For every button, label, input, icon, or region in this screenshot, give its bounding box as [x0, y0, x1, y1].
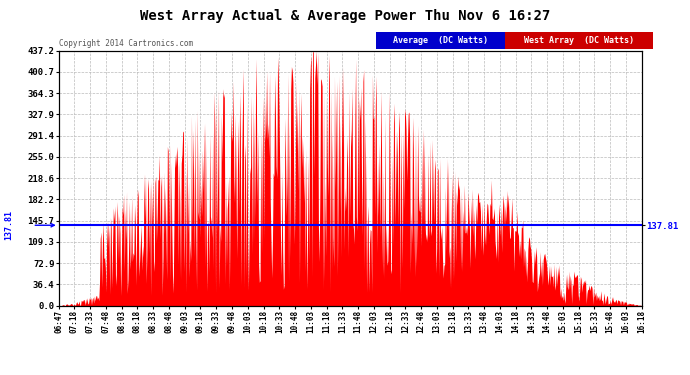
- Text: Copyright 2014 Cartronics.com: Copyright 2014 Cartronics.com: [59, 39, 193, 48]
- FancyBboxPatch shape: [504, 32, 653, 50]
- FancyBboxPatch shape: [377, 32, 504, 50]
- Text: West Array Actual & Average Power Thu Nov 6 16:27: West Array Actual & Average Power Thu No…: [140, 9, 550, 23]
- Text: West Array  (DC Watts): West Array (DC Watts): [524, 36, 634, 45]
- Text: Average  (DC Watts): Average (DC Watts): [393, 36, 488, 45]
- Text: 137.81: 137.81: [3, 210, 13, 240]
